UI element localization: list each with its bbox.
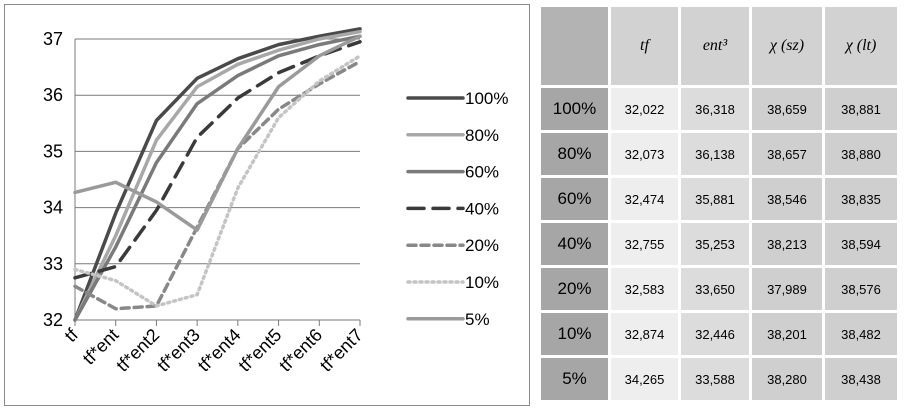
table-row: 5% 34,265 33,588 38,280 38,438 [541, 358, 897, 400]
row-label: 40% [541, 223, 608, 265]
results-table: tf ent³ χ (sz) χ (lt) 100% 32,022 36,318… [538, 4, 900, 403]
legend-label: 60% [465, 163, 499, 182]
table-cell: 38,213 [752, 223, 822, 265]
y-tick-label: 37 [43, 29, 63, 49]
table-row: 80% 32,073 36,138 38,657 38,880 [541, 133, 897, 175]
table-cell: 38,657 [752, 133, 822, 175]
table-cell: 37,989 [752, 268, 822, 310]
row-label: 10% [541, 313, 608, 355]
column-header-ent3: ent³ [681, 7, 749, 85]
series-line [73, 29, 362, 322]
table-cell: 38,482 [825, 313, 897, 355]
legend-label: 20% [465, 236, 499, 255]
y-tick-label: 33 [43, 254, 63, 274]
table-cell: 32,446 [681, 313, 749, 355]
results-table-container: tf ent³ χ (sz) χ (lt) 100% 32,022 36,318… [538, 4, 900, 403]
table-cell: 38,835 [825, 178, 897, 220]
table-cell: 33,650 [681, 268, 749, 310]
x-tick-label: tf [61, 324, 83, 346]
table-cell: 38,201 [752, 313, 822, 355]
table-cell: 38,659 [752, 88, 822, 130]
table-cell: 38,576 [825, 268, 897, 310]
row-label: 60% [541, 178, 608, 220]
table-row: 10% 32,874 32,446 38,201 38,482 [541, 313, 897, 355]
x-tick-label: tf*ent3 [153, 325, 204, 376]
table-cell: 32,073 [611, 133, 678, 175]
row-label: 100% [541, 88, 608, 130]
table-cell: 36,318 [681, 88, 749, 130]
row-label: 80% [541, 133, 608, 175]
x-tick-label: tf*ent6 [275, 325, 326, 376]
y-tick-label: 35 [43, 141, 63, 161]
table-cell: 32,022 [611, 88, 678, 130]
legend-label: 40% [465, 199, 499, 218]
column-header-chi-sz: χ (sz) [752, 7, 822, 85]
legend-label: 100% [465, 89, 508, 108]
x-tick-label: tf*ent4 [194, 325, 245, 376]
table-cell: 32,755 [611, 223, 678, 265]
series-line [73, 54, 362, 308]
x-tick-label: tf*ent5 [234, 325, 285, 376]
table-cell: 32,583 [611, 268, 678, 310]
series-line [73, 34, 362, 232]
table-header-row: tf ent³ χ (sz) χ (lt) [541, 7, 897, 85]
legend-label: 80% [465, 126, 499, 145]
table-cell: 32,874 [611, 313, 678, 355]
x-tick-label: tf*ent2 [112, 325, 163, 376]
y-tick-label: 34 [43, 198, 63, 218]
table-corner-cell [541, 7, 608, 85]
table-cell: 38,280 [752, 358, 822, 400]
series-line [73, 27, 362, 322]
series-line [73, 40, 362, 280]
column-header-chi-lt: χ (lt) [825, 7, 897, 85]
chart-canvas: 323334353637tftf*enttf*ent2tf*ent3tf*ent… [43, 27, 508, 376]
legend-label: 5% [465, 310, 490, 329]
row-label: 20% [541, 268, 608, 310]
table-cell: 38,594 [825, 223, 897, 265]
table-cell: 34,265 [611, 358, 678, 400]
x-tick-label: tf*ent7 [316, 325, 367, 376]
table-cell: 33,588 [681, 358, 749, 400]
table-cell: 32,474 [611, 178, 678, 220]
table-cell: 38,881 [825, 88, 897, 130]
line-chart: 32 33 34 35 36 37 tf tf*ent tf*ent2 tf*ent3 tf*ent… [4, 4, 530, 406]
table-cell: 38,880 [825, 133, 897, 175]
table-cell: 38,438 [825, 358, 897, 400]
table-cell: 38,546 [752, 178, 822, 220]
table-cell: 36,138 [681, 133, 749, 175]
table-row: 100% 32,022 36,318 38,659 38,881 [541, 88, 897, 130]
row-label: 5% [541, 358, 608, 400]
table-row: 20% 32,583 33,650 37,989 38,576 [541, 268, 897, 310]
column-header-tf: tf [611, 7, 678, 85]
table-cell: 35,881 [681, 178, 749, 220]
table-row: 60% 32,474 35,881 38,546 38,835 [541, 178, 897, 220]
table-cell: 35,253 [681, 223, 749, 265]
y-tick-label: 32 [43, 310, 63, 330]
series-line [73, 34, 362, 322]
y-tick-label: 36 [43, 85, 63, 105]
legend-label: 10% [465, 273, 499, 292]
table-row: 40% 32,755 35,253 38,213 38,594 [541, 223, 897, 265]
